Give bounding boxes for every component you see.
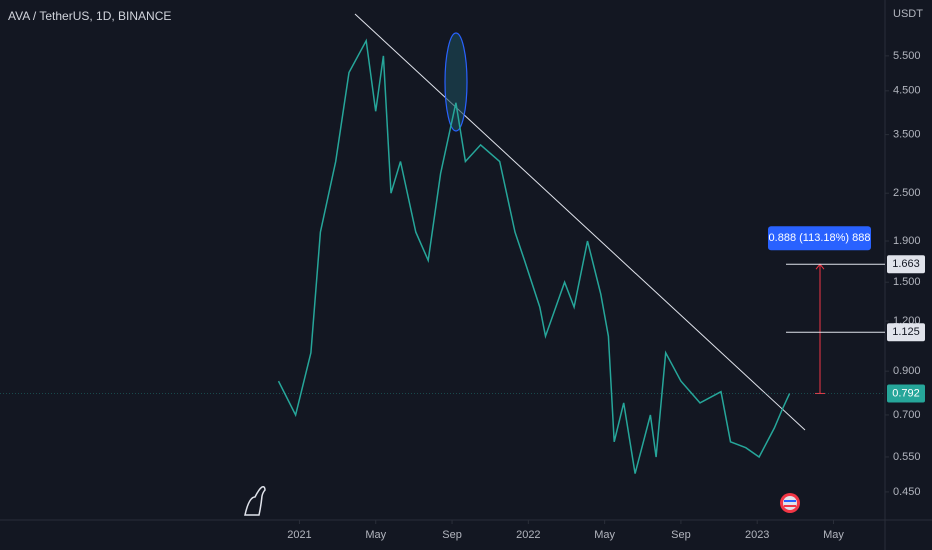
last-price-label: 0.792 (892, 387, 920, 399)
x-tick-label: Sep (671, 529, 691, 541)
x-tick-label: May (365, 529, 386, 541)
y-tick-label: 2.500 (893, 187, 921, 199)
x-tick-label: 2021 (287, 529, 311, 541)
y-tick-label: 3.500 (893, 129, 921, 141)
x-tick-label: May (823, 529, 844, 541)
y-tick-label: 4.500 (893, 85, 921, 97)
x-tick-label: May (594, 529, 615, 541)
x-tick-label: 2022 (516, 529, 540, 541)
y-unit: USDT (893, 8, 923, 20)
x-tick-label: 2023 (745, 529, 769, 541)
logo (244, 486, 266, 516)
y-tick-label: 0.550 (893, 451, 921, 463)
chart-title: AVA / TetherUS, 1D, BINANCE (8, 9, 171, 23)
y-tick-label: 0.450 (893, 486, 921, 498)
y-tick-label: 0.900 (893, 365, 921, 377)
x-tick-label: Sep (442, 529, 462, 541)
price-level-label: 1.125 (892, 326, 920, 338)
price-line (277, 38, 791, 474)
price-level-label: 1.663 (892, 258, 920, 270)
y-tick-label: 1.900 (893, 235, 921, 247)
measure-label: 0.888 (113.18%) 888 (769, 232, 871, 244)
y-tick-label: 0.700 (893, 409, 921, 421)
y-tick-label: 5.500 (893, 50, 921, 62)
measure-box (768, 226, 871, 251)
price-level-box (887, 323, 925, 342)
price-level-box (887, 255, 925, 274)
flag-icon (780, 493, 800, 513)
y-tick-label: 1.500 (893, 276, 921, 288)
highlight-ellipse (444, 32, 468, 132)
trend-line (354, 13, 806, 431)
last-price-box (887, 384, 925, 403)
